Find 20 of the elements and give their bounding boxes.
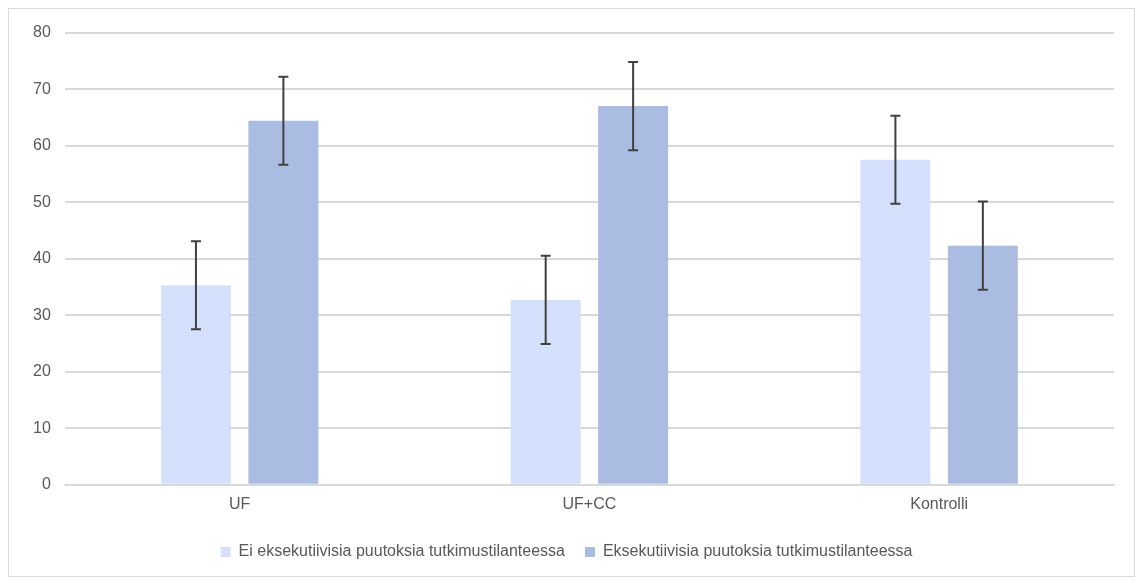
bar (860, 159, 931, 484)
bar (947, 245, 1018, 484)
y-tick-label: 10 (33, 418, 51, 436)
y-tick-label: 80 (33, 23, 51, 41)
x-tick-label: Kontrolli (910, 494, 969, 512)
x-tick-label: UF+CC (562, 494, 617, 512)
y-tick-label: 40 (33, 249, 51, 267)
bar (510, 299, 581, 484)
y-tick-label: 20 (33, 362, 51, 380)
legend-label: Ei eksekutiivisia puutoksia tutkimustilanteessa (238, 542, 566, 560)
y-tick-label: 70 (33, 79, 51, 97)
legend-label: Eksekutiivisia puutoksia tutkimustilanteessa (602, 542, 913, 560)
x-tick-label: UF (229, 494, 251, 512)
y-tick-label: 60 (33, 136, 51, 154)
bar (598, 106, 669, 484)
bar (160, 285, 231, 484)
y-tick-label: 50 (33, 192, 51, 210)
y-tick-label: 0 (41, 475, 51, 493)
y-tick-label: 30 (33, 305, 51, 323)
bar (248, 120, 319, 484)
